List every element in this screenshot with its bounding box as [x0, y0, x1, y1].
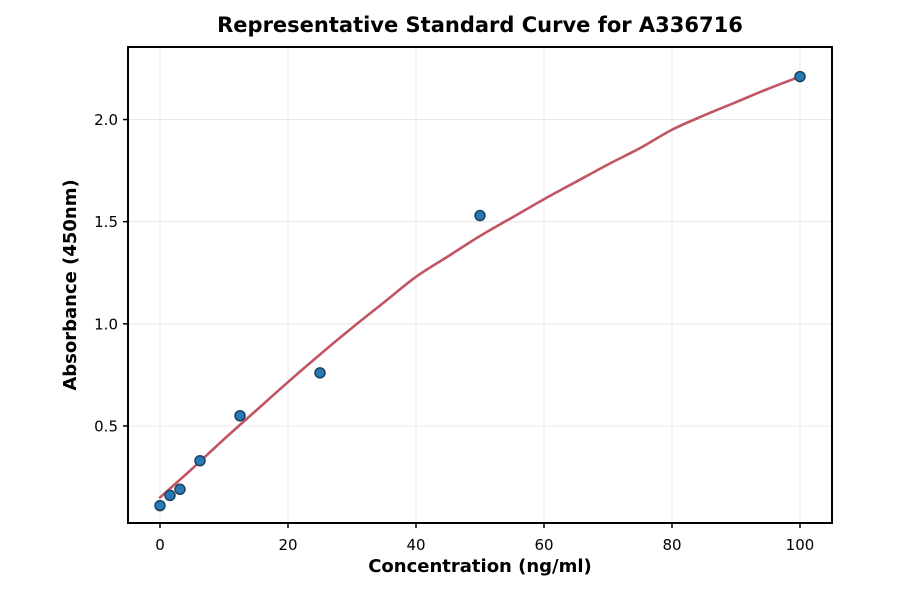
data-point [794, 70, 806, 83]
data-point [474, 209, 486, 222]
x-tick-label: 20 [278, 536, 297, 554]
y-tick-label: 2.0 [94, 111, 118, 129]
x-tick-label: 100 [786, 536, 815, 554]
y-tick-labels: 0.5 1.0 1.5 2.0 [94, 111, 118, 435]
x-tick-label: 60 [534, 536, 553, 554]
data-points [154, 70, 806, 512]
y-tick-label: 0.5 [94, 417, 118, 435]
gridlines [128, 47, 832, 523]
data-point [194, 454, 206, 467]
data-point [174, 483, 186, 496]
y-axis-label: Absorbance (450nm) [60, 179, 81, 390]
x-tick-label: 0 [155, 536, 165, 554]
data-point [154, 499, 166, 512]
plot-area: 0 20 40 60 80 100 0.5 1.0 1.5 2.0 [94, 46, 833, 554]
x-tick-label: 40 [406, 536, 425, 554]
x-tick-labels: 0 20 40 60 80 100 [155, 536, 814, 554]
chart-title: Representative Standard Curve for A33671… [217, 13, 743, 37]
data-point [234, 410, 246, 422]
x-axis-label: Concentration (ng/ml) [368, 556, 592, 577]
plot-background [128, 47, 832, 523]
data-point [164, 489, 176, 502]
fit-curve [158, 75, 802, 499]
y-tick-label: 1.5 [94, 213, 118, 231]
y-tick-label: 1.0 [94, 315, 118, 333]
plot-border [127, 46, 833, 524]
data-point [314, 367, 326, 379]
x-tick-label: 80 [662, 536, 681, 554]
